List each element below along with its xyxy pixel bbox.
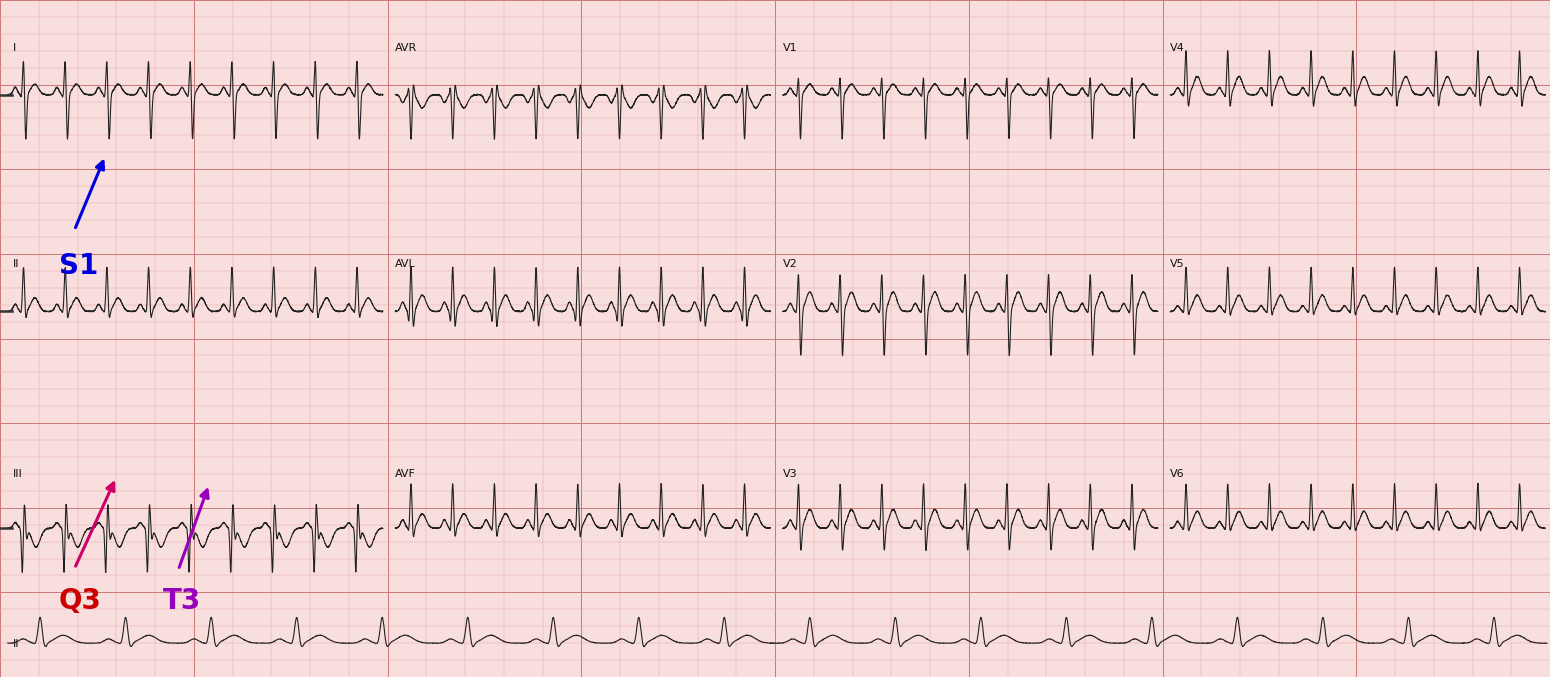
Text: AVL: AVL xyxy=(395,259,415,269)
Text: V4: V4 xyxy=(1170,43,1186,53)
Text: Q3: Q3 xyxy=(59,588,102,615)
Text: III: III xyxy=(12,469,22,479)
Text: AVR: AVR xyxy=(395,43,417,53)
Text: V5: V5 xyxy=(1170,259,1184,269)
Text: AVF: AVF xyxy=(395,469,415,479)
Text: II: II xyxy=(12,259,19,269)
Text: T3: T3 xyxy=(163,588,202,615)
Text: V1: V1 xyxy=(783,43,797,53)
Text: V3: V3 xyxy=(783,469,797,479)
Text: V6: V6 xyxy=(1170,469,1184,479)
Text: II: II xyxy=(12,638,19,649)
Text: I: I xyxy=(12,43,16,53)
Text: S1: S1 xyxy=(59,253,98,280)
Text: V2: V2 xyxy=(783,259,798,269)
